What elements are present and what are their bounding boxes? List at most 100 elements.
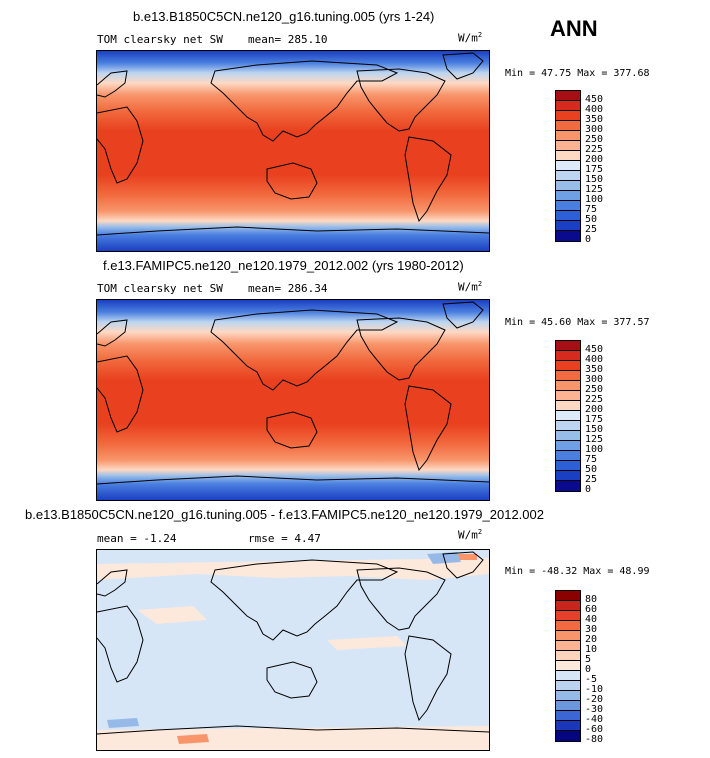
panel1-colorbar-cell	[556, 181, 580, 191]
panel2-colorbar-label: 0	[585, 484, 592, 495]
panel2-colorbar-label: 100	[585, 444, 604, 455]
panel1-colorbar-cell	[556, 161, 580, 171]
panel3-colorbar-cell	[556, 671, 580, 681]
panel2-colorbar-cell	[556, 351, 580, 361]
panel1-colorbar-cell	[556, 111, 580, 121]
panel2-colorbar-cell	[556, 481, 580, 491]
panel1-colorbar-label: 200	[585, 154, 604, 165]
panel3-positive-zone-1	[97, 558, 489, 580]
panel1-colorbar-label: 400	[585, 104, 604, 115]
panel3-colorbar-cell	[556, 611, 580, 621]
panel2-units: W/m2	[458, 280, 483, 294]
panel1-colorbar-label: 150	[585, 174, 604, 185]
panel3-coast-antarctica	[97, 725, 489, 735]
panel2-colorbar-cell	[556, 381, 580, 391]
panel2-minmax: Min = 45.60 Max = 377.57	[505, 317, 650, 328]
panel1-coast-africa	[97, 106, 144, 184]
panel2-colorbar-cell	[556, 461, 580, 471]
panel2-colorbar-label: 225	[585, 394, 604, 405]
panel3-coast-namerica	[356, 567, 446, 631]
panel3-colorbar-cell	[556, 691, 580, 701]
panel3-colorbar-cell	[556, 621, 580, 631]
panel3-positive-zone-2	[327, 636, 407, 650]
panel2-colorbar-label: 450	[585, 344, 604, 355]
panel2-colorbar-cell	[556, 451, 580, 461]
panel3-coast-australia	[266, 661, 318, 699]
panel1-colorbar-label: 300	[585, 124, 604, 135]
panel3-coast-europe	[97, 569, 128, 597]
panel3-colorbar-label: 80	[585, 594, 598, 605]
panel1-colorbar-cell	[556, 91, 580, 101]
panel3-colorbar-cell	[556, 601, 580, 611]
panel3-rmse: rmse = 4.47	[248, 532, 321, 545]
panel1-colorbar-cell	[556, 151, 580, 161]
panel1-title: b.e13.B1850C5CN.ne120_g16.tuning.005 (yr…	[133, 9, 435, 24]
panel2-colorbar-cell	[556, 391, 580, 401]
panel2-colorbar-label: 175	[585, 414, 604, 425]
panel3-colorbar-label: -20	[585, 694, 604, 705]
panel1-colorbar-cell	[556, 141, 580, 151]
panel1-colorbar-label: 50	[585, 214, 598, 225]
panel1-coast-samerica	[404, 136, 452, 223]
panel3-colorbar-label: 10	[585, 644, 598, 655]
panel3-colorbar-cell	[556, 721, 580, 731]
panel2-colorbar-cell	[556, 471, 580, 481]
panel3-field	[97, 550, 489, 750]
panel1-coast-australia	[266, 162, 318, 200]
panel1-colorbar-box	[555, 90, 581, 242]
panel2-colorbar-label: 350	[585, 364, 604, 375]
panel1-colorbar-cell	[556, 131, 580, 141]
panel3-positive-zone-3	[137, 606, 207, 624]
panel3-colorbar-cell	[556, 641, 580, 651]
panel3-positive-patch-1	[177, 734, 209, 744]
panel1-colorbar-cell	[556, 121, 580, 131]
panel2-coast-greenland	[442, 301, 484, 329]
panel1-colorbar-label: 350	[585, 114, 604, 125]
panel3-colorbar-cell	[556, 591, 580, 601]
panel3-coast-africa	[97, 605, 144, 683]
panel3-minmax: Min = -48.32 Max = 48.99	[505, 566, 650, 577]
panel1-coast-antarctica	[97, 226, 489, 236]
panel2-colorbar-label: 300	[585, 374, 604, 385]
panel1-units: W/m2	[458, 31, 483, 45]
panel2-coast-africa	[97, 355, 144, 433]
panel1-coast-namerica	[356, 68, 446, 132]
panel3-colorbar-cell	[556, 701, 580, 711]
panel2-colorbar-label: 50	[585, 464, 598, 475]
panel3-colorbar-label: -5	[585, 674, 598, 685]
panel3-colorbar-cell	[556, 661, 580, 671]
panel1-colorbar-label: 175	[585, 164, 604, 175]
panel3-title: b.e13.B1850C5CN.ne120_g16.tuning.005 - f…	[25, 507, 544, 522]
panel3-colorbar-cell	[556, 731, 580, 741]
panel3-colorbar-label: 5	[585, 654, 592, 665]
panel2-colorbar-cell	[556, 371, 580, 381]
panel1-colorbar-label: 75	[585, 204, 598, 215]
panel3-colorbar-label: 20	[585, 634, 598, 645]
panel1-colorbar-label: 100	[585, 194, 604, 205]
panel2-colorbar-cell	[556, 421, 580, 431]
panel1-colorbar-label: 0	[585, 234, 592, 245]
panel1-map	[96, 50, 490, 252]
panel1-colorbar-label: 125	[585, 184, 604, 195]
panel2-variable: TOM clearsky net SW	[97, 282, 223, 295]
panel2-colorbar-label: 250	[585, 384, 604, 395]
panel1-coast-greenland	[442, 52, 484, 80]
panel2-colorbar-label: 200	[585, 404, 604, 415]
panel3-colorbar-label: -80	[585, 734, 604, 745]
panel3-coast-greenland	[442, 551, 484, 579]
panel2-colorbar-cell	[556, 361, 580, 371]
panel3-colorbar-label: 0	[585, 664, 592, 675]
panel3-units: W/m2	[458, 528, 483, 542]
panel3-coast-asia	[210, 559, 399, 641]
panel2-coast-samerica	[404, 385, 452, 472]
panel2-coast-antarctica	[97, 475, 489, 485]
panel2-colorbar-label: 125	[585, 434, 604, 445]
panel1-variable: TOM clearsky net SW	[97, 33, 223, 46]
panel2-colorbar-cell	[556, 431, 580, 441]
panel1-colorbar-cell	[556, 221, 580, 231]
panel1-field	[97, 51, 489, 251]
panel2-title: f.e13.FAMIPC5.ne120_ne120.1979_2012.002 …	[103, 258, 464, 273]
panel3-map	[96, 549, 490, 751]
panel2-coast-australia	[266, 411, 318, 449]
panel3-coast-samerica	[404, 635, 452, 722]
